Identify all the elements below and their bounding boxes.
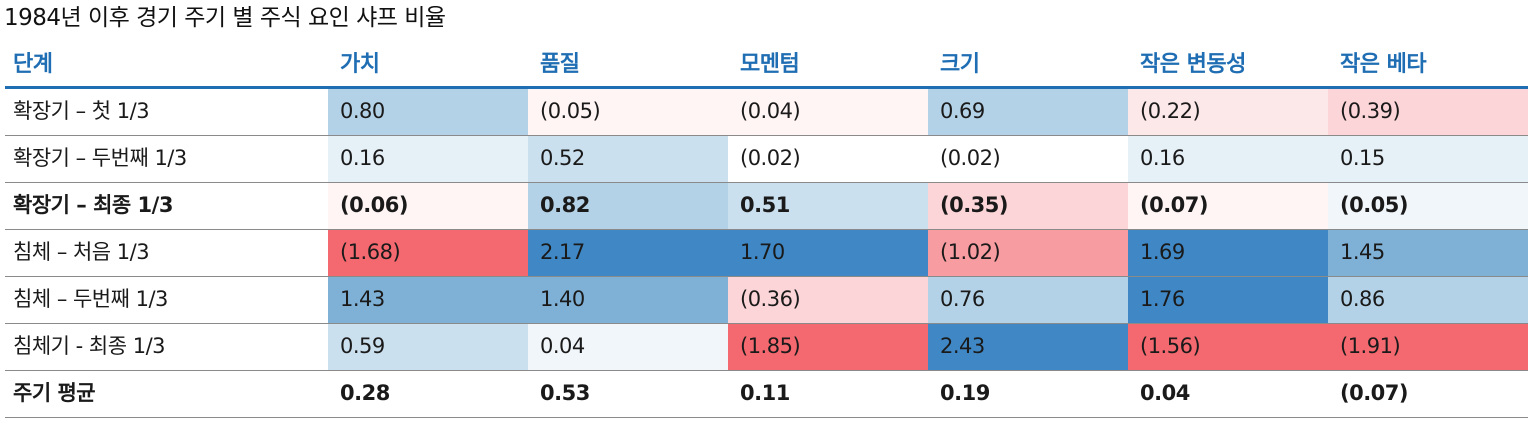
row-label: 확장기 – 두번째 1/3: [13, 146, 187, 170]
header-momentum: 모멘텀: [740, 52, 800, 77]
cell-quality: 2.17: [528, 230, 728, 276]
header-low-volatility: 작은 변동성: [1140, 52, 1246, 77]
cell-momentum: 0.11: [728, 371, 928, 417]
row-label: 침체 – 처음 1/3: [13, 240, 150, 264]
cell-value: 0.28: [328, 371, 528, 417]
cell-quality: 0.53: [528, 371, 728, 417]
cell-low-beta: 0.15: [1328, 136, 1528, 182]
cell-quality: 1.40: [528, 277, 728, 323]
cell-low-volatility: 1.76: [1128, 277, 1328, 323]
table-row: 확장기 – 두번째 1/3 0.16 0.52 (0.02) (0.02) 0.16 0.1…: [5, 136, 1528, 183]
cell-quality: 0.52: [528, 136, 728, 182]
cell-low-beta: (0.39): [1328, 89, 1528, 135]
cell-low-beta: (1.91): [1328, 324, 1528, 370]
cell-size: (0.02): [928, 136, 1128, 182]
table-row: 침체 – 두번째 1/3 1.43 1.40 (0.36) 0.76 1.76 0.86: [5, 277, 1528, 324]
cell-value: 1.43: [328, 277, 528, 323]
header-phase: 단계: [13, 52, 53, 77]
cell-size: 0.69: [928, 89, 1128, 135]
row-label: 주기 평균: [13, 381, 96, 405]
table-row: 확장기 – 첫 1/3 0.80 (0.05) (0.04) 0.69 (0.22) (0.…: [5, 89, 1528, 136]
table-header-row: 단계 가치 품질 모멘텀 크기 작은 변동성 작은 베타: [5, 46, 1528, 89]
cell-momentum: (0.02): [728, 136, 928, 182]
header-value: 가치: [340, 52, 380, 77]
cell-size: (0.35): [928, 183, 1128, 229]
cell-momentum: 1.70: [728, 230, 928, 276]
cell-momentum: (1.85): [728, 324, 928, 370]
header-size: 크기: [940, 52, 980, 77]
table-row: 확장기 – 최종 1/3 (0.06) 0.82 0.51 (0.35) (0.07) (0…: [5, 183, 1528, 230]
cell-momentum: (0.36): [728, 277, 928, 323]
cell-low-volatility: 1.69: [1128, 230, 1328, 276]
sharpe-ratio-table: 단계 가치 품질 모멘텀 크기 작은 변동성 작은 베타 확장기 – 첫 1/3…: [5, 46, 1528, 418]
cell-quality: 0.04: [528, 324, 728, 370]
row-label: 확장기 – 첫 1/3: [13, 99, 150, 123]
row-label: 침체기 - 최종 1/3: [13, 334, 166, 358]
header-low-beta: 작은 베타: [1340, 52, 1427, 77]
cell-low-beta: (0.05): [1328, 183, 1528, 229]
cell-low-beta: 1.45: [1328, 230, 1528, 276]
cell-value: 0.16: [328, 136, 528, 182]
cell-low-volatility: 0.04: [1128, 371, 1328, 417]
cell-value: (1.68): [328, 230, 528, 276]
row-label: 침체 – 두번째 1/3: [13, 287, 168, 311]
cell-low-beta: 0.86: [1328, 277, 1528, 323]
table-body: 확장기 – 첫 1/3 0.80 (0.05) (0.04) 0.69 (0.22) (0.…: [5, 89, 1528, 418]
cell-value: (0.06): [328, 183, 528, 229]
table-row: 침체기 - 최종 1/3 0.59 0.04 (1.85) 2.43 (1.56) (1.9…: [5, 324, 1528, 371]
cell-size: (1.02): [928, 230, 1128, 276]
cell-value: 0.59: [328, 324, 528, 370]
cell-quality: (0.05): [528, 89, 728, 135]
header-quality: 품질: [540, 52, 580, 77]
cell-low-beta: (0.07): [1328, 371, 1528, 417]
cell-low-volatility: 0.16: [1128, 136, 1328, 182]
cell-low-volatility: (0.07): [1128, 183, 1328, 229]
table-row: 침체 – 처음 1/3 (1.68) 2.17 1.70 (1.02) 1.69 1.45: [5, 230, 1528, 277]
row-label: 확장기 – 최종 1/3: [13, 193, 173, 217]
cell-size: 0.19: [928, 371, 1128, 417]
cell-low-volatility: (0.22): [1128, 89, 1328, 135]
cell-quality: 0.82: [528, 183, 728, 229]
cell-size: 2.43: [928, 324, 1128, 370]
cell-momentum: (0.04): [728, 89, 928, 135]
cell-momentum: 0.51: [728, 183, 928, 229]
table-title: 1984년 이후 경기 주기 별 주식 요인 샤프 비율: [4, 5, 446, 31]
table-row: 주기 평균 0.28 0.53 0.11 0.19 0.04 (0.07): [5, 371, 1528, 418]
cell-value: 0.80: [328, 89, 528, 135]
cell-low-volatility: (1.56): [1128, 324, 1328, 370]
cell-size: 0.76: [928, 277, 1128, 323]
